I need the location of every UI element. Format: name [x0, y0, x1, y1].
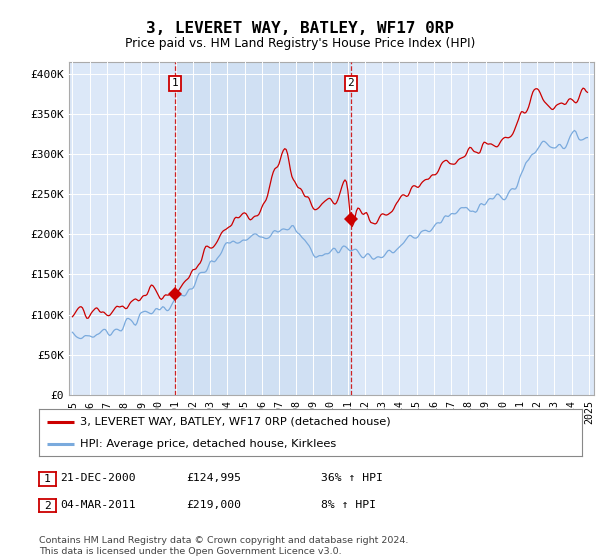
Text: 8% ↑ HPI: 8% ↑ HPI [321, 500, 376, 510]
Bar [175, 62, 351, 395]
Text: 3, LEVERET WAY, BATLEY, WF17 0RP: 3, LEVERET WAY, BATLEY, WF17 0RP [146, 21, 454, 36]
Text: HPI: Average price, detached house, Kirklees: HPI: Average price, detached house, Kirk… [80, 438, 336, 449]
Text: 04-MAR-2011: 04-MAR-2011 [61, 500, 136, 510]
Text: 2: 2 [44, 501, 51, 511]
Text: 36% ↑ HPI: 36% ↑ HPI [321, 473, 383, 483]
Text: 2: 2 [347, 78, 354, 88]
Text: 21-DEC-2000: 21-DEC-2000 [61, 473, 136, 483]
Text: Contains HM Land Registry data © Crown copyright and database right 2024.
This d: Contains HM Land Registry data © Crown c… [39, 536, 409, 556]
Text: £124,995: £124,995 [186, 473, 241, 483]
Text: 1: 1 [172, 78, 179, 88]
Text: Price paid vs. HM Land Registry's House Price Index (HPI): Price paid vs. HM Land Registry's House … [125, 37, 475, 50]
Text: 1: 1 [44, 474, 51, 484]
Text: 3, LEVERET WAY, BATLEY, WF17 0RP (detached house): 3, LEVERET WAY, BATLEY, WF17 0RP (detach… [80, 417, 391, 427]
Text: £219,000: £219,000 [186, 500, 241, 510]
